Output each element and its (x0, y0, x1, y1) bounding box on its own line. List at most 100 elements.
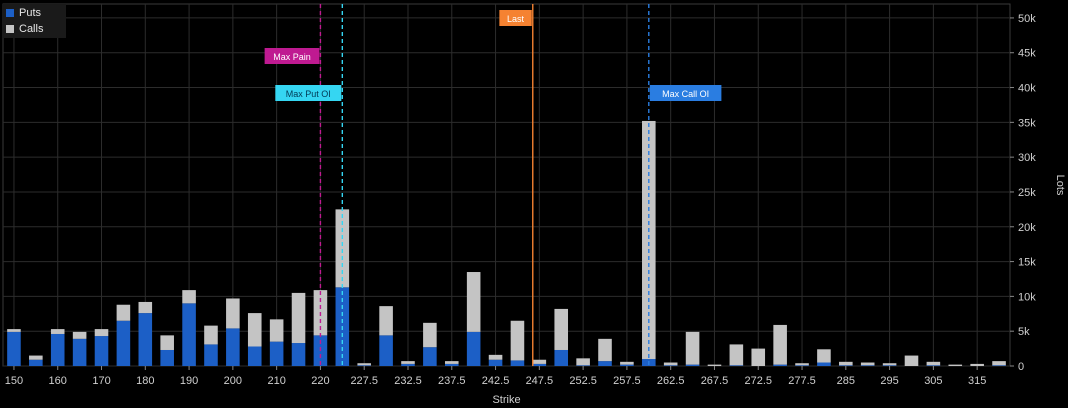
x-tick-label: 315 (968, 375, 986, 387)
bar-calls-165 (72, 331, 87, 339)
bar-calls-227.5 (357, 363, 371, 366)
x-tick-label: 267.5 (701, 375, 729, 387)
y-tick-label: 30k (1018, 152, 1036, 164)
bar-calls-230 (379, 306, 393, 336)
bar-calls-290 (860, 362, 875, 366)
bar-puts-320 (992, 365, 1006, 366)
bar-puts-245 (510, 360, 525, 366)
x-axis-title: Strike (492, 394, 520, 406)
y-tick-label: 10k (1018, 291, 1036, 303)
bar-puts-262.5 (663, 365, 678, 366)
bar-puts-185 (160, 349, 174, 366)
bar-calls-180 (138, 301, 153, 314)
bar-calls-315 (970, 363, 984, 366)
x-tick-label: 150 (5, 375, 23, 387)
legend-item-puts[interactable]: Puts (6, 6, 66, 20)
bar-puts-240 (466, 331, 481, 366)
y-tick-label: 15k (1018, 257, 1036, 269)
x-tick-label: 220 (311, 375, 329, 387)
bar-puts-235 (423, 347, 437, 366)
bar-puts-200 (226, 328, 240, 366)
bar-calls-280 (817, 349, 831, 363)
x-tick-label: 200 (224, 375, 242, 387)
bar-calls-320 (992, 361, 1006, 366)
bar-puts-290 (860, 365, 875, 366)
y-tick-label: 45k (1018, 48, 1036, 60)
y-tick-label: 40k (1018, 83, 1036, 95)
bar-puts-165 (72, 338, 87, 366)
marker-label-box-max-pain (264, 48, 320, 64)
bar-puts-285 (839, 365, 853, 366)
bar-calls-210 (269, 319, 284, 342)
bar-calls-195 (204, 325, 218, 345)
bar-puts-257.5 (620, 364, 634, 366)
bar-calls-260 (642, 120, 656, 360)
bar-calls-242.5 (488, 354, 503, 360)
bar-puts-215 (291, 343, 306, 366)
bar-puts-210 (269, 341, 284, 366)
x-tick-label: 262.5 (657, 375, 685, 387)
bar-puts-305 (926, 365, 941, 366)
y-tick-label: 20k (1018, 222, 1036, 234)
bar-calls-232.5 (401, 361, 415, 364)
bar-calls-310 (948, 364, 963, 366)
marker-label-max-pain: Max Pain (273, 52, 311, 62)
bar-calls-200 (226, 298, 240, 329)
bar-puts-247.5 (532, 363, 547, 366)
y-tick-label: 5k (1018, 326, 1030, 338)
bar-calls-245 (510, 320, 525, 361)
bar-puts-155 (29, 359, 43, 366)
bar-calls-257.5 (620, 361, 634, 365)
x-tick-label: 227.5 (350, 375, 378, 387)
bar-puts-277.5 (795, 365, 809, 366)
bar-calls-175 (116, 304, 131, 321)
x-tick-label: 242.5 (482, 375, 510, 387)
bar-puts-160 (50, 333, 65, 366)
y-tick-label: 0 (1018, 361, 1024, 373)
legend-swatch-puts (6, 9, 14, 17)
legend-item-calls[interactable]: Calls (6, 22, 66, 36)
bar-calls-267.5 (707, 364, 722, 366)
bar-calls-300 (904, 355, 919, 366)
bar-puts-205 (247, 346, 262, 366)
bar-puts-195 (204, 344, 218, 366)
bar-puts-180 (138, 313, 153, 366)
bar-calls-295 (882, 363, 897, 366)
bar-calls-270 (729, 344, 744, 366)
marker-label-max-put-oi: Max Put OI (286, 89, 331, 99)
marker-label-box-max-call-oi (649, 85, 722, 101)
bar-calls-250 (554, 308, 569, 350)
x-tick-label: 285 (837, 375, 855, 387)
x-tick-label: 295 (880, 375, 898, 387)
x-tick-label: 277.5 (788, 375, 816, 387)
bar-puts-265 (685, 364, 700, 366)
bar-puts-242.5 (488, 359, 503, 366)
bar-calls-262.5 (663, 362, 678, 366)
legend-label-calls: Calls (19, 23, 44, 35)
x-tick-label: 180 (136, 375, 154, 387)
bar-calls-272.5 (751, 348, 766, 366)
legend: Puts Calls (2, 4, 66, 38)
x-tick-label: 160 (49, 375, 67, 387)
x-tick-label: 237.5 (438, 375, 466, 387)
bar-puts-237.5 (444, 363, 459, 366)
marker-label-last: Last (507, 14, 525, 24)
x-tick-label: 247.5 (526, 375, 554, 387)
x-tick-label: 170 (92, 375, 110, 387)
bar-puts-150 (7, 331, 21, 366)
bar-calls-235 (423, 322, 437, 348)
bar-calls-185 (160, 335, 174, 350)
x-tick-label: 190 (180, 375, 198, 387)
x-tick-label: 232.5 (394, 375, 422, 387)
bar-calls-150 (7, 329, 21, 332)
legend-swatch-calls (6, 25, 14, 33)
bar-puts-232.5 (401, 363, 415, 366)
bar-calls-305 (926, 361, 941, 366)
bar-puts-270 (729, 365, 744, 366)
bar-calls-247.5 (532, 359, 547, 364)
bar-calls-265 (685, 331, 700, 365)
bar-calls-252.5 (576, 358, 590, 366)
bar-calls-285 (839, 361, 853, 366)
bar-calls-255 (598, 338, 612, 362)
